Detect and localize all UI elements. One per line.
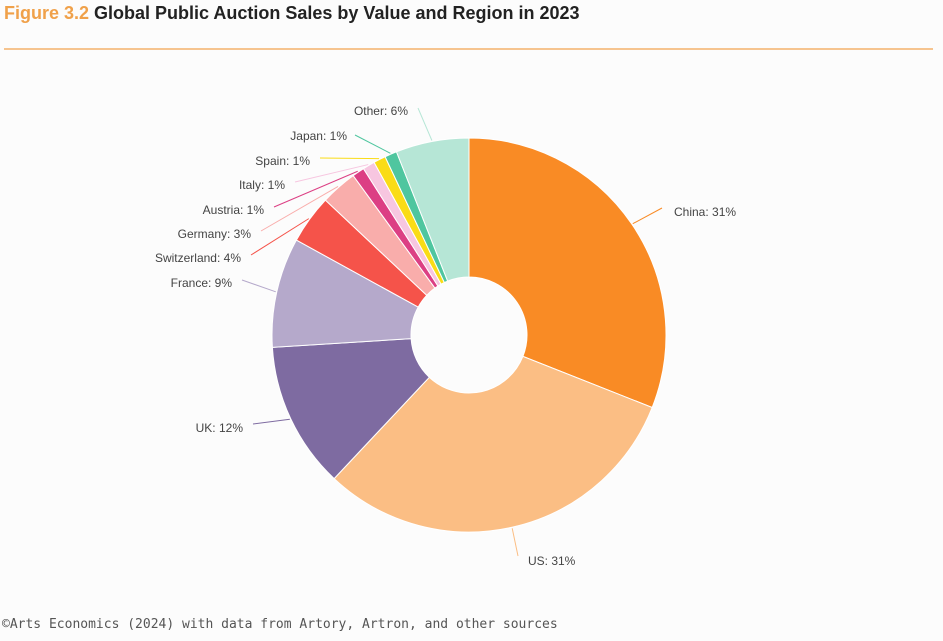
- slice-label-switzerland: Switzerland: 4%: [155, 251, 241, 265]
- slice-label-germany: Germany: 3%: [178, 227, 252, 241]
- slice-label-uk: UK: 12%: [196, 421, 244, 435]
- leader-line-other: [417, 107, 433, 141]
- figure-number: Figure 3.2: [4, 3, 90, 23]
- slice-label-china: China: 31%: [674, 205, 736, 219]
- leader-line-germany: [260, 186, 339, 232]
- slice-label-france: France: 9%: [171, 276, 233, 290]
- slice-china: [468, 137, 667, 409]
- leader-line-china: [632, 207, 663, 225]
- slice-label-us: US: 31%: [528, 554, 576, 568]
- leader-line-spain: [319, 157, 380, 160]
- leader-line-italy: [294, 164, 369, 183]
- leader-line-us: [511, 528, 519, 557]
- leader-line-austria: [273, 170, 358, 208]
- slice-label-japan: Japan: 1%: [290, 129, 347, 143]
- slice-label-italy: Italy: 1%: [239, 178, 285, 192]
- leader-line-france: [241, 279, 276, 293]
- leader-line-uk: [252, 418, 290, 425]
- slice-us: [333, 355, 653, 533]
- slice-label-austria: Austria: 1%: [203, 203, 265, 217]
- source-note: ©Arts Economics (2024) with data from Ar…: [2, 617, 558, 632]
- leader-line-japan: [354, 134, 391, 154]
- slice-other: [395, 137, 470, 282]
- title-divider: [4, 48, 933, 50]
- leader-line-switzerland: [250, 218, 310, 256]
- slice-label-spain: Spain: 1%: [255, 154, 310, 168]
- slice-label-other: Other: 6%: [354, 104, 408, 118]
- slice-uk: [271, 338, 431, 480]
- figure-title: Global Public Auction Sales by Value and…: [94, 3, 580, 23]
- chart-title: Figure 3.2 Global Public Auction Sales b…: [4, 3, 580, 24]
